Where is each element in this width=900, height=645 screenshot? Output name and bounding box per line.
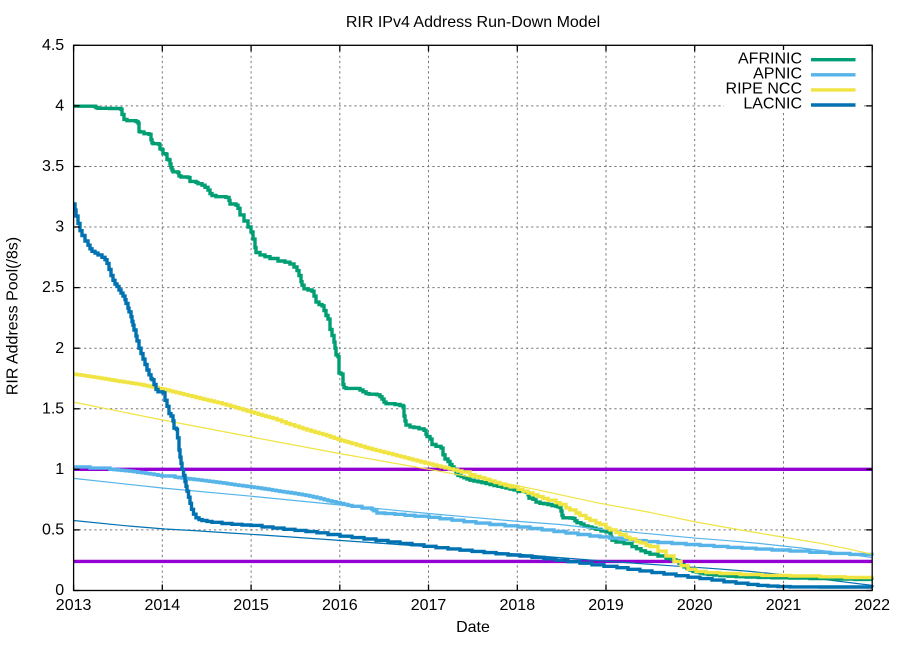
svg-text:0.5: 0.5	[42, 522, 64, 539]
svg-text:3: 3	[55, 219, 64, 236]
svg-text:AFRINIC: AFRINIC	[738, 50, 802, 67]
svg-text:Date: Date	[456, 619, 490, 636]
svg-text:RIR IPv4 Address Run-Down Mode: RIR IPv4 Address Run-Down Model	[346, 14, 600, 31]
svg-text:2018: 2018	[500, 597, 536, 614]
svg-text:1.5: 1.5	[42, 400, 64, 417]
svg-text:2016: 2016	[322, 597, 358, 614]
svg-text:3.5: 3.5	[42, 158, 64, 175]
svg-text:4: 4	[55, 98, 64, 115]
svg-text:2022: 2022	[854, 597, 890, 614]
svg-text:RIPE NCC: RIPE NCC	[726, 81, 802, 98]
svg-text:2014: 2014	[145, 597, 181, 614]
svg-text:2015: 2015	[233, 597, 269, 614]
svg-text:2020: 2020	[677, 597, 713, 614]
svg-text:APNIC: APNIC	[753, 66, 802, 83]
svg-text:LACNIC: LACNIC	[743, 96, 802, 113]
svg-text:2021: 2021	[766, 597, 802, 614]
svg-text:1: 1	[55, 461, 64, 478]
svg-text:2: 2	[55, 340, 64, 357]
svg-text:RIR Address Pool(/8s): RIR Address Pool(/8s)	[5, 237, 22, 395]
svg-text:2017: 2017	[411, 597, 447, 614]
svg-text:2019: 2019	[588, 597, 624, 614]
svg-text:2.5: 2.5	[42, 279, 64, 296]
svg-text:0: 0	[55, 582, 64, 599]
svg-text:4.5: 4.5	[42, 37, 64, 54]
svg-text:2013: 2013	[56, 597, 92, 614]
